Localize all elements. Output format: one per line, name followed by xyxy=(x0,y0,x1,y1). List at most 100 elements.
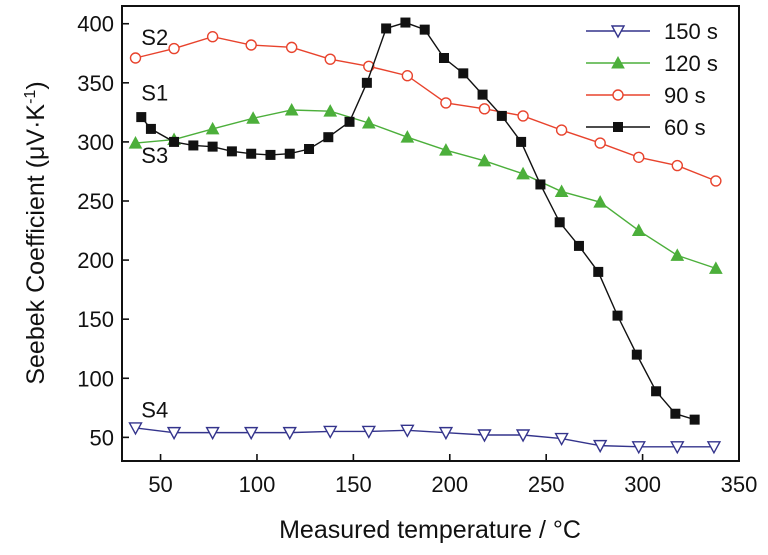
data-point xyxy=(205,426,220,441)
legend-marker xyxy=(611,55,625,69)
x-tick-label: 350 xyxy=(721,472,758,497)
y-axis-title-main: Seebek Coefficient (μV·K xyxy=(22,104,50,385)
legend: 150 s 120 s 90 s 60 s xyxy=(586,19,718,140)
y-tick-label: 400 xyxy=(77,12,114,37)
annotation-label: S4 xyxy=(141,397,168,422)
data-point xyxy=(205,121,220,135)
data-point xyxy=(478,103,491,115)
x-tick-label: 100 xyxy=(239,472,276,497)
annotation-label: S2 xyxy=(141,25,168,50)
data-point xyxy=(207,141,218,152)
y-tick-label: 300 xyxy=(77,130,114,155)
series-150-s xyxy=(128,422,722,455)
data-point xyxy=(400,424,415,438)
data-point xyxy=(555,124,568,136)
data-point xyxy=(344,116,355,127)
series-layer xyxy=(128,17,723,455)
data-point xyxy=(458,68,469,79)
legend-item: 60 s xyxy=(586,115,706,140)
data-point xyxy=(419,24,430,35)
data-point xyxy=(633,151,645,163)
x-tick-label: 200 xyxy=(431,472,468,497)
data-point xyxy=(554,217,565,228)
data-point xyxy=(145,123,156,134)
series-line xyxy=(140,21,695,421)
series-line xyxy=(135,427,714,448)
series-120-s xyxy=(128,102,723,274)
data-point xyxy=(361,425,376,439)
data-point xyxy=(573,240,584,251)
data-point xyxy=(400,130,415,143)
data-point xyxy=(400,17,411,28)
legend-label: 150 s xyxy=(664,19,718,44)
y-tick-label: 150 xyxy=(77,307,114,332)
data-point xyxy=(284,102,299,116)
y-axis-title: Seebek Coefficient (μV·K-1) xyxy=(22,81,50,384)
data-point xyxy=(136,112,147,123)
x-tick-label: 250 xyxy=(528,472,565,497)
data-point xyxy=(188,140,199,151)
legend-item: 150 s xyxy=(586,19,718,44)
data-point xyxy=(401,70,414,82)
data-point xyxy=(594,137,606,149)
y-tick-label: 50 xyxy=(90,425,114,450)
data-point xyxy=(323,104,338,117)
data-point xyxy=(631,223,646,237)
data-point xyxy=(168,42,180,55)
legend-marker xyxy=(610,25,626,39)
data-point xyxy=(593,266,604,277)
legend-item: 90 s xyxy=(586,83,706,108)
data-point xyxy=(361,115,376,129)
data-point xyxy=(554,184,569,198)
data-point xyxy=(593,195,608,208)
data-point xyxy=(651,386,662,397)
legend-label: 90 s xyxy=(664,83,706,108)
data-point xyxy=(440,97,452,109)
legend-label: 60 s xyxy=(664,115,706,140)
series-line xyxy=(135,36,717,182)
data-point xyxy=(592,439,608,454)
series-line xyxy=(135,109,717,270)
data-point xyxy=(304,144,315,154)
data-point xyxy=(324,53,336,65)
x-axis-title: Measured temperature / °C xyxy=(279,516,581,544)
data-point xyxy=(323,425,338,439)
data-point xyxy=(361,77,372,88)
data-point xyxy=(670,408,681,419)
legend-marker xyxy=(612,89,624,101)
data-point xyxy=(535,179,546,190)
data-point xyxy=(245,39,257,51)
data-point xyxy=(381,23,392,34)
data-point xyxy=(284,148,295,159)
y-tick-label: 200 xyxy=(77,248,114,273)
y-axis: 50 100 150 200 250 300 350 400 xyxy=(77,12,129,450)
data-point xyxy=(438,426,454,441)
y-axis-title-close: ) xyxy=(22,81,50,89)
data-point xyxy=(438,53,449,63)
y-tick-label: 350 xyxy=(77,71,114,96)
data-point xyxy=(166,426,182,441)
data-point xyxy=(206,31,219,43)
data-point xyxy=(477,89,488,100)
data-point xyxy=(631,441,646,455)
data-point xyxy=(226,146,237,157)
y-tick-label: 100 xyxy=(77,366,114,391)
legend-label: 120 s xyxy=(664,51,718,76)
data-point xyxy=(670,248,685,261)
legend-marker xyxy=(613,122,623,132)
data-point xyxy=(706,441,722,455)
data-point xyxy=(128,136,143,149)
data-point xyxy=(244,426,259,441)
annotation-label: S3 xyxy=(141,143,168,168)
data-point xyxy=(689,414,700,425)
data-point xyxy=(516,166,530,180)
data-point xyxy=(710,175,722,187)
data-point xyxy=(515,429,531,443)
data-point xyxy=(517,110,529,122)
data-point xyxy=(246,148,257,159)
legend-item: 120 s xyxy=(586,51,718,76)
data-point xyxy=(246,111,260,124)
data-point xyxy=(631,349,642,360)
x-axis: 50 100 150 200 250 300 350 xyxy=(148,454,757,497)
plot-area-border xyxy=(121,5,740,462)
